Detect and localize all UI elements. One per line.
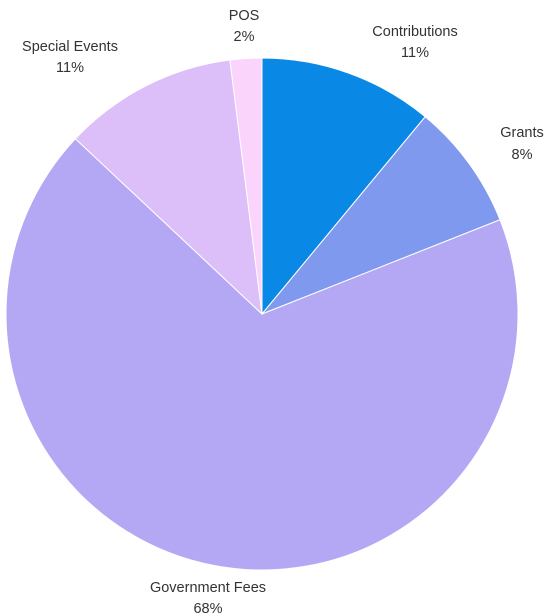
slice-percent-contributions: 11%	[401, 45, 429, 61]
slice-label-special-events: Special Events	[22, 39, 118, 55]
pie-slice-government-fees	[5, 138, 519, 571]
slice-label-contributions: Contributions	[372, 24, 457, 40]
pie-slice-special-events	[74, 59, 263, 316]
slice-percent-government-fees: 68%	[193, 601, 222, 616]
slice-label-grants: Grants	[500, 125, 544, 141]
slice-percent-special-events: 11%	[56, 60, 84, 76]
pie-labels: Contributions 11% Grants 8% Government Fees 6…	[22, 8, 544, 616]
slice-label-government-fees: Government Fees	[150, 580, 266, 596]
slice-label-pos: POS	[229, 8, 260, 24]
slice-percent-grants: 8%	[512, 147, 533, 163]
pie-slices	[5, 57, 519, 571]
pie-slice-contributions	[261, 57, 426, 316]
pie-slice-grants	[261, 116, 501, 315]
slice-percent-pos: 2%	[234, 29, 255, 45]
pie-slice-pos	[229, 57, 263, 315]
